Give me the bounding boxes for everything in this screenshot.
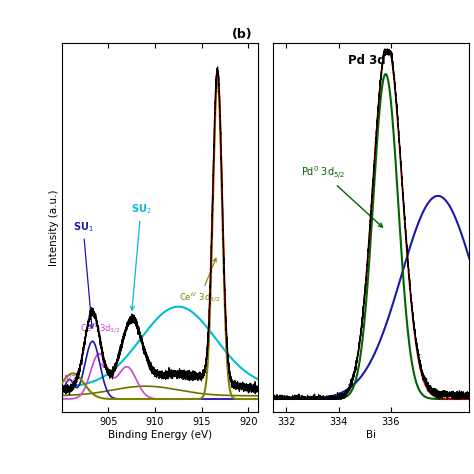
- X-axis label: Binding Energy (eV): Binding Energy (eV): [108, 430, 212, 440]
- Text: Ce$^{IV}$ 3d$_{3/2}$: Ce$^{IV}$ 3d$_{3/2}$: [179, 258, 220, 305]
- Text: (b): (b): [232, 28, 253, 41]
- X-axis label: Bi: Bi: [366, 430, 376, 440]
- Text: 5/2: 5/2: [64, 374, 77, 383]
- Text: SU$_2$: SU$_2$: [130, 202, 151, 310]
- Text: Ce$^{III}$ 3d$_{3/2}$: Ce$^{III}$ 3d$_{3/2}$: [80, 322, 121, 367]
- Text: Pd 3d: Pd 3d: [348, 54, 385, 67]
- Y-axis label: Intensity (a.u.): Intensity (a.u.): [49, 189, 59, 266]
- Text: SU$_1$: SU$_1$: [73, 220, 94, 328]
- Text: Pd$^0$ 3d$_{5/2}$: Pd$^0$ 3d$_{5/2}$: [301, 164, 383, 227]
